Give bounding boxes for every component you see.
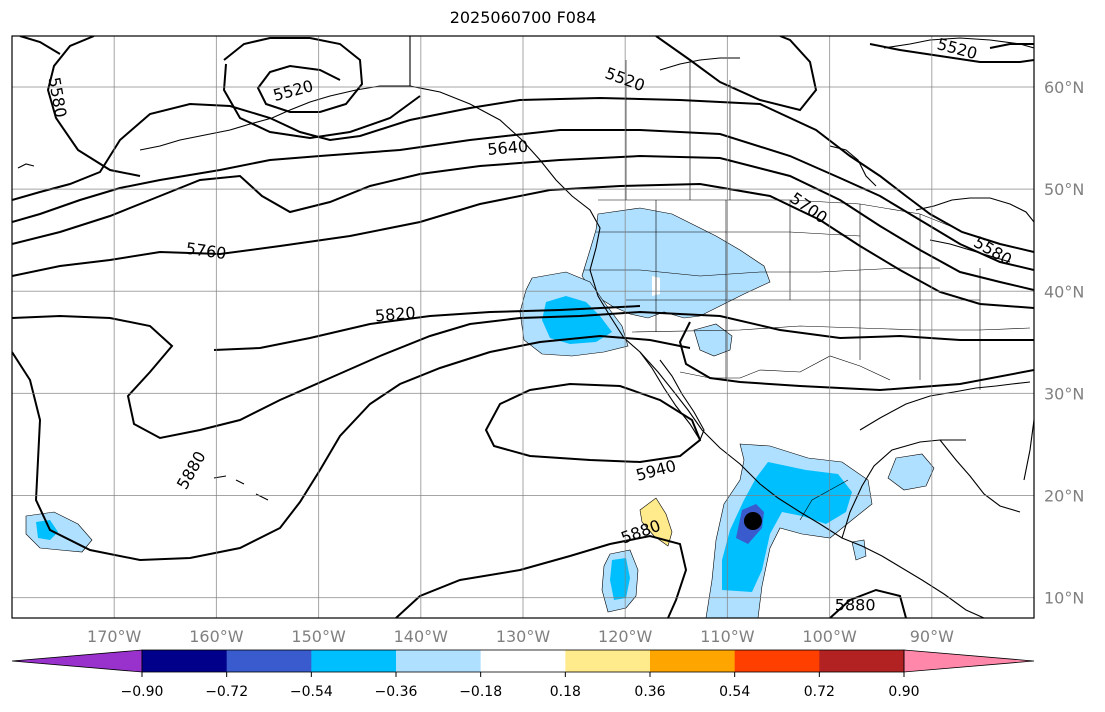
colorbar-segment (650, 650, 736, 672)
colorbar-label: −0.90 (121, 684, 164, 700)
storm-marker-layer (743, 512, 762, 530)
lon-tick-label: 100°W (802, 627, 857, 646)
lon-tick-label: 130°W (496, 627, 551, 646)
colorbar-segment (734, 650, 820, 672)
shade-blue-california (542, 296, 612, 344)
lon-tick-label: 90°W (910, 627, 954, 646)
colorbar-segment (480, 650, 566, 672)
contour-label: 5760 (185, 239, 228, 263)
colorbar-segment (396, 650, 482, 672)
lon-tick-label: 170°W (87, 627, 142, 646)
longitude-labels: 170°W 160°W 150°W 140°W 130°W 120°W 110°W 100°W… (87, 627, 954, 646)
lat-tick-label: 30°N (1044, 384, 1084, 403)
contour-label-text: 5580 (45, 76, 71, 119)
contour-label: 5880 (173, 448, 210, 493)
colorbar-segment (565, 650, 651, 672)
colorbar-label: 0.54 (719, 684, 750, 700)
colorbar-label: 0.72 (804, 684, 835, 700)
contour-label-text: 5880 (835, 596, 876, 615)
gridlines (12, 36, 1034, 618)
colorbar-extend-high (903, 649, 1035, 673)
shade-light-blue-central-am (851, 539, 867, 561)
contour-label: 5820 (374, 303, 416, 325)
colorbar: −0.90 −0.72 −0.54 −0.36 −0.18 0.18 0.36 0.54 0.7… (11, 649, 1035, 700)
height-contours (12, 36, 1034, 618)
lon-tick-label: 160°W (189, 627, 244, 646)
lon-tick-label: 150°W (291, 627, 346, 646)
lon-tick-label: 120°W (598, 627, 653, 646)
contour-label-text: 5520 (271, 76, 315, 105)
colorbar-label: −0.18 (459, 684, 502, 700)
contour-label: 5640 (487, 137, 529, 159)
shade-light-blue-west-us (581, 207, 771, 319)
colorbar-segment (819, 650, 905, 672)
contour-label-text: 5820 (374, 303, 416, 325)
colorbar-label: 0.36 (634, 684, 665, 700)
contour-label-text: 5940 (634, 456, 678, 485)
map-title: 2025060700 F084 (449, 8, 597, 27)
shaded-anomaly-fields (25, 207, 935, 618)
colorbar-label: −0.36 (375, 684, 418, 700)
lat-tick-label: 60°N (1044, 78, 1084, 97)
lat-tick-label: 50°N (1044, 180, 1084, 199)
colorbar-segment (311, 650, 397, 672)
colorbar-label: −0.54 (290, 684, 333, 700)
colorbar-outline (141, 649, 905, 673)
contour-label-text: 5760 (185, 239, 228, 263)
colorbar-segment (142, 650, 228, 672)
shade-blue-mexico (722, 462, 852, 592)
contour-label: 5580 (45, 76, 71, 119)
shade-yellow-pacific (639, 497, 673, 547)
lon-tick-label: 110°W (700, 627, 755, 646)
map-frame (11, 35, 1035, 619)
colorbar-extend-low (11, 649, 143, 673)
colorbar-label: 0.18 (550, 684, 581, 700)
contour-label-text: 5880 (173, 448, 210, 493)
shade-light-blue-arizona (693, 323, 733, 357)
lon-tick-label: 140°W (394, 627, 449, 646)
contour-label: 5580 (970, 232, 1015, 269)
shade-blue-hawaii-sw (36, 520, 58, 540)
lat-tick-label: 10°N (1044, 589, 1084, 608)
shade-light-blue-gulf (887, 453, 935, 491)
contour-label: 5880 (618, 516, 663, 548)
lat-tick-label: 40°N (1044, 282, 1084, 301)
contour-label-text: 5580 (970, 232, 1015, 269)
contour-label-text: 5640 (487, 137, 529, 159)
contour-label: 5520 (271, 76, 315, 105)
storm-center-marker (743, 512, 762, 530)
lat-tick-label: 20°N (1044, 486, 1084, 505)
contour-label: 5880 (835, 596, 876, 615)
colorbar-segment (226, 650, 312, 672)
latitude-labels: 60°N 50°N 40°N 30°N 20°N 10°N (1044, 78, 1084, 608)
colorbar-label: 0.90 (888, 684, 919, 700)
colorbar-label: −0.72 (205, 684, 248, 700)
